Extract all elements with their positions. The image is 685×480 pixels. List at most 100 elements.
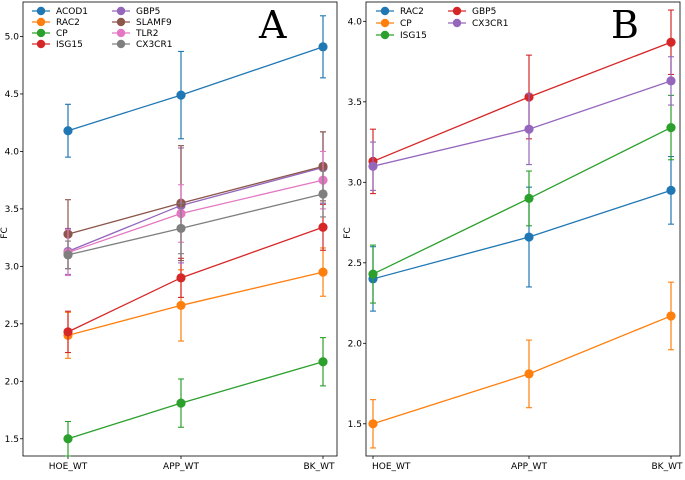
series-layer-b — [368, 9, 676, 449]
legend-swatch-marker — [36, 39, 46, 49]
plot-area-b — [365, 1, 681, 457]
x-ticks-b: HOE_WT APP_WT BK_WT — [372, 456, 683, 472]
x-tick-label-b: APP_WT — [511, 462, 547, 472]
legend-swatch-marker — [116, 17, 126, 27]
legend-swatch-marker — [380, 6, 390, 16]
panel-b: B FC 1.5 2.0 2.5 3.0 3.5 4.0 HOE_WT APP_WT BK_W… — [343, 1, 683, 472]
legend-label: CP — [56, 29, 68, 39]
y-axis-title-a: FC — [0, 227, 10, 238]
legend-label: ISG15 — [400, 31, 427, 41]
y-tick-label-a: 2.0 — [5, 377, 20, 387]
panel-label-b: B — [611, 3, 639, 47]
data-point-cp — [176, 398, 186, 408]
data-point-cp — [63, 434, 73, 444]
x-tick-label-a: BK_WT — [304, 462, 335, 472]
data-point-isg15 — [368, 269, 378, 279]
legend-swatch-marker — [116, 6, 126, 16]
x-tick-label-b: BK_WT — [652, 462, 683, 472]
data-point-cx3cr1 — [524, 124, 534, 134]
panel-label-a: A — [258, 3, 287, 47]
legend-swatch-marker — [36, 6, 46, 16]
data-point-isg15 — [63, 327, 73, 337]
legend-item-cp: CP — [32, 28, 68, 39]
y-ticks-b: 1.5 2.0 2.5 3.0 3.5 4.0 — [348, 17, 366, 430]
legend-swatch-marker — [452, 6, 462, 16]
y-tick-label-a: 4.5 — [5, 90, 19, 100]
y-ticks-a: 1.5 2.0 2.5 3.0 3.5 4.0 4.5 5.0 — [5, 32, 23, 445]
y-tick-label-b: 3.5 — [348, 98, 362, 108]
x-tick-label-a: APP_WT — [163, 462, 199, 472]
legend-swatch-marker — [380, 30, 390, 40]
data-point-acod1 — [176, 90, 186, 100]
legend-label: GBP5 — [472, 7, 496, 17]
data-point-rac2 — [524, 232, 534, 242]
data-point-isg15 — [318, 222, 328, 232]
series-cp — [63, 337, 328, 457]
legend-label: GBP5 — [136, 7, 160, 17]
y-tick-label-a: 5.0 — [5, 32, 20, 42]
data-point-cp — [318, 357, 328, 367]
x-ticks-a: HOE_WT APP_WT BK_WT — [49, 456, 335, 472]
y-tick-label-a: 1.5 — [5, 435, 19, 445]
y-axis-title-b: FC — [343, 227, 353, 238]
legend-item-rac2: RAC2 — [32, 17, 80, 28]
legend-label: TLR2 — [135, 29, 159, 39]
data-point-acod1 — [318, 42, 328, 52]
legend-item-slamf9: SLAMF9 — [112, 17, 172, 28]
legend-item-rac2: RAC2 — [376, 6, 424, 17]
data-point-cx3cr1 — [318, 189, 328, 199]
legend-swatch-marker — [116, 39, 126, 49]
data-point-rac2 — [318, 267, 328, 277]
y-tick-label-a: 3.5 — [5, 205, 19, 215]
legend-item-gbp5: GBP5 — [112, 6, 160, 17]
series-acod1 — [63, 15, 328, 158]
y-tick-label-b: 1.5 — [348, 420, 362, 430]
series-isg15 — [368, 94, 676, 304]
legend-item-tlr2: TLR2 — [112, 28, 159, 39]
legend-label: SLAMF9 — [136, 18, 172, 28]
legend-swatch-marker — [452, 18, 462, 28]
legend-item-isg15: ISG15 — [32, 39, 83, 50]
y-tick-label-a: 2.5 — [5, 320, 19, 330]
y-tick-label-b: 2.5 — [348, 259, 362, 269]
data-point-isg15 — [176, 273, 186, 283]
data-point-cp — [368, 419, 378, 429]
data-point-rac2 — [176, 300, 186, 311]
series-cp — [368, 281, 676, 449]
data-point-rac2 — [666, 185, 676, 195]
legend-label: ACOD1 — [56, 7, 88, 17]
y-tick-label-a: 4.0 — [5, 147, 20, 157]
series-layer-a — [63, 15, 328, 457]
legend-item-cx3cr1: CX3CR1 — [112, 39, 172, 50]
legend-swatch-marker — [116, 28, 126, 38]
data-point-isg15 — [524, 193, 534, 204]
legend-label: CX3CR1 — [136, 40, 172, 50]
data-point-cx3cr1 — [666, 76, 676, 86]
legend-label: ISG15 — [56, 40, 83, 50]
x-tick-label-a: HOE_WT — [49, 462, 88, 472]
legend-item-gbp5: GBP5 — [448, 6, 496, 17]
legend-swatch-marker — [36, 17, 46, 27]
y-tick-label-a: 3.0 — [5, 262, 20, 272]
panel-a: A FC 1.5 2.0 2.5 3.0 3.5 4.0 4.5 5.0 HOE_WT APP_… — [0, 1, 338, 472]
legend-label: CX3CR1 — [472, 19, 508, 29]
series-isg15 — [63, 203, 328, 354]
data-point-cp — [524, 369, 534, 379]
series-cx3cr1 — [368, 56, 676, 191]
legend-label: RAC2 — [400, 7, 424, 17]
data-point-acod1 — [63, 126, 73, 136]
legend-item-cp: CP — [376, 18, 412, 29]
data-point-cx3cr1 — [368, 161, 378, 171]
y-tick-label-b: 4.0 — [348, 17, 363, 27]
data-point-cx3cr1 — [176, 223, 186, 234]
legend-item-acod1: ACOD1 — [32, 6, 88, 17]
legend-item-cx3cr1: CX3CR1 — [448, 18, 508, 29]
series-cx3cr1 — [63, 170, 328, 270]
data-point-gbp5 — [666, 37, 676, 47]
legend-label: CP — [400, 19, 412, 29]
data-point-cp — [666, 311, 676, 321]
legend-item-isg15: ISG15 — [376, 30, 427, 41]
